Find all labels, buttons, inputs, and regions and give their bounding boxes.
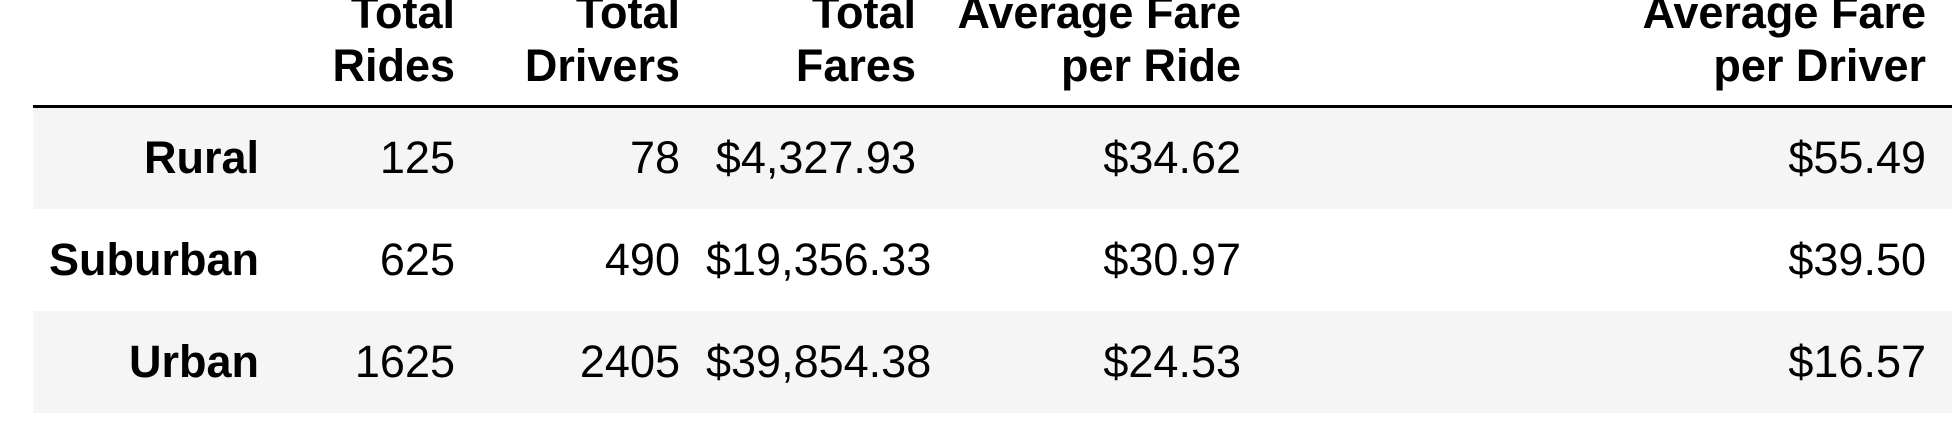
header-row: Total Rides Total Drivers Total Fares Avera… (33, 0, 1952, 108)
row-label: Rural (143, 132, 259, 184)
table-row: Rural 125 78 $4,327.93 $34.62 $55.49 (33, 106, 1952, 209)
column-header-average-fare-per-ride: Average Fare per Ride (942, 0, 1267, 108)
column-header-average-fare-per-driver: Average Fare per Driver (1267, 0, 1952, 108)
row-label: Suburban (49, 233, 259, 285)
cell-total-fares: $39,854.38 (706, 335, 932, 387)
cell-average-fare-per-ride: $34.62 (1103, 132, 1241, 184)
table-row: Suburban 625 490 $19,356.33 $30.97 $39.5… (33, 208, 1952, 311)
cell-average-fare-per-driver: $55.49 (1788, 132, 1926, 184)
cell-average-fare-per-ride: $24.53 (1103, 335, 1241, 387)
table-header: Total Rides Total Drivers Total Fares Avera… (33, 0, 1952, 108)
cell-average-fare-per-driver: $16.57 (1788, 335, 1926, 387)
column-header-total-drivers: Total Drivers (481, 0, 706, 108)
cell-total-rides: 125 (379, 132, 455, 184)
cell-total-drivers: 78 (629, 132, 680, 184)
summary-table: Total Rides Total Drivers Total Fares Avera… (33, 0, 1952, 413)
cell-total-fares: $4,327.93 (715, 132, 916, 184)
cell-total-drivers: 2405 (579, 335, 680, 387)
table-body: Rural 125 78 $4,327.93 $34.62 $55.49 Sub… (33, 106, 1952, 413)
column-header-total-fares: Total Fares (706, 0, 942, 108)
column-header-total-rides: Total Rides (285, 0, 481, 108)
cell-total-rides: 625 (379, 233, 455, 285)
table-row: Urban 1625 2405 $39,854.38 $24.53 $16.57 (33, 310, 1952, 413)
index-header-blank (33, 0, 285, 108)
row-label: Urban (128, 335, 259, 387)
cell-total-rides: 1625 (354, 335, 455, 387)
cell-average-fare-per-ride: $30.97 (1103, 233, 1241, 285)
cell-total-fares: $19,356.33 (706, 233, 932, 285)
cell-average-fare-per-driver: $39.50 (1788, 233, 1926, 285)
cell-total-drivers: 490 (604, 233, 680, 285)
